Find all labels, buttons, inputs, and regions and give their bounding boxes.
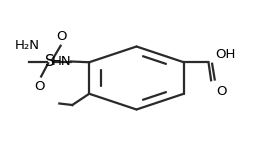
Text: H₂N: H₂N	[14, 39, 39, 52]
Text: OH: OH	[215, 48, 235, 61]
Text: HN: HN	[51, 55, 71, 68]
Text: O: O	[57, 30, 67, 43]
Text: S: S	[45, 54, 55, 69]
Text: O: O	[216, 85, 226, 98]
Text: O: O	[35, 80, 45, 93]
